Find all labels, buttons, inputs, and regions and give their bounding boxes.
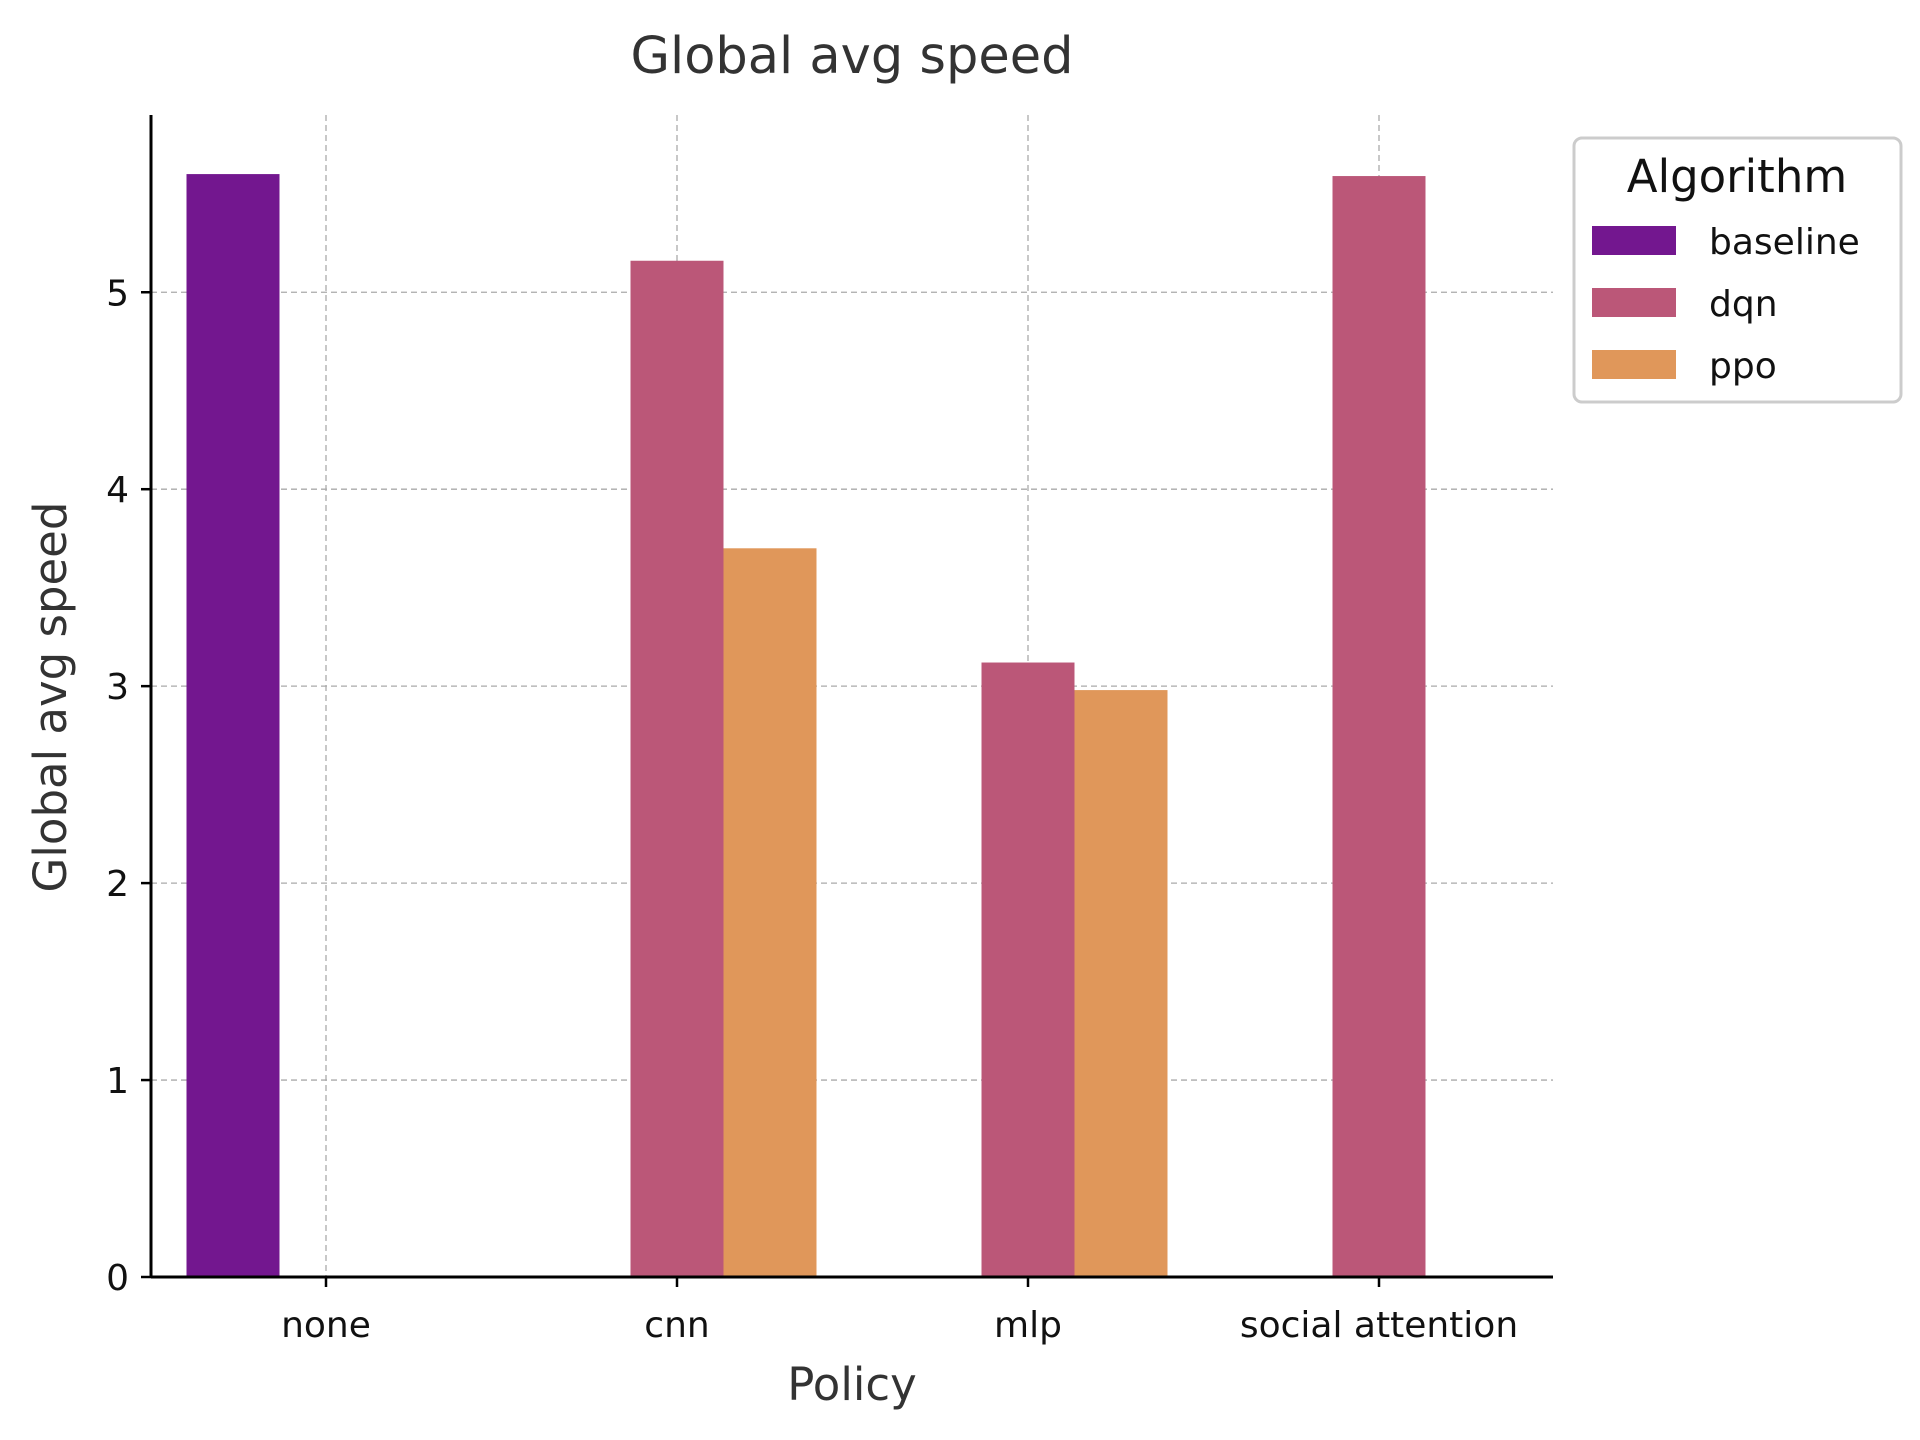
bar-baseline-0 [186, 174, 280, 1278]
bar-ppo-1 [723, 548, 817, 1277]
legend-entries: baseline dqn ppo [1592, 222, 1860, 387]
tick-layer: 0 1 2 3 4 5 none cnn mlp social attention [106, 273, 1518, 1346]
bar-layer [186, 174, 1426, 1278]
x-tick-label-1: cnn [644, 1305, 709, 1346]
y-tick-label-5: 5 [106, 273, 129, 314]
legend-label-baseline: baseline [1709, 222, 1860, 263]
legend-label-ppo: ppo [1709, 346, 1777, 387]
bar-dqn-2 [981, 662, 1075, 1277]
bar-ppo-2 [1074, 690, 1168, 1277]
x-tick-label-2: mlp [994, 1305, 1062, 1346]
legend-label-dqn: dqn [1709, 284, 1778, 325]
x-tick-label-3: social attention [1240, 1305, 1518, 1346]
y-tick-label-0: 0 [106, 1258, 129, 1299]
y-tick-label-4: 4 [106, 470, 129, 511]
legend-swatch-ppo [1592, 350, 1676, 379]
y-axis-label: Global avg speed [24, 502, 77, 893]
y-tick-label-1: 1 [106, 1061, 129, 1102]
x-tick-label-0: none [281, 1305, 371, 1346]
legend: Algorithm baseline dqn ppo [1572, 136, 1903, 404]
y-tick-label-2: 2 [106, 864, 129, 905]
legend-title: Algorithm [1627, 150, 1847, 203]
chart-title: Global avg speed [631, 27, 1074, 86]
axis-layer [149, 115, 1553, 1279]
bar-dqn-3 [1332, 176, 1426, 1278]
bar-dqn-1 [630, 260, 724, 1277]
legend-frame [1572, 136, 1903, 404]
x-axis-label: Policy [787, 1358, 916, 1411]
legend-swatch-dqn [1592, 288, 1676, 317]
y-tick-label-3: 3 [106, 667, 129, 708]
legend-swatch-baseline [1592, 226, 1676, 255]
